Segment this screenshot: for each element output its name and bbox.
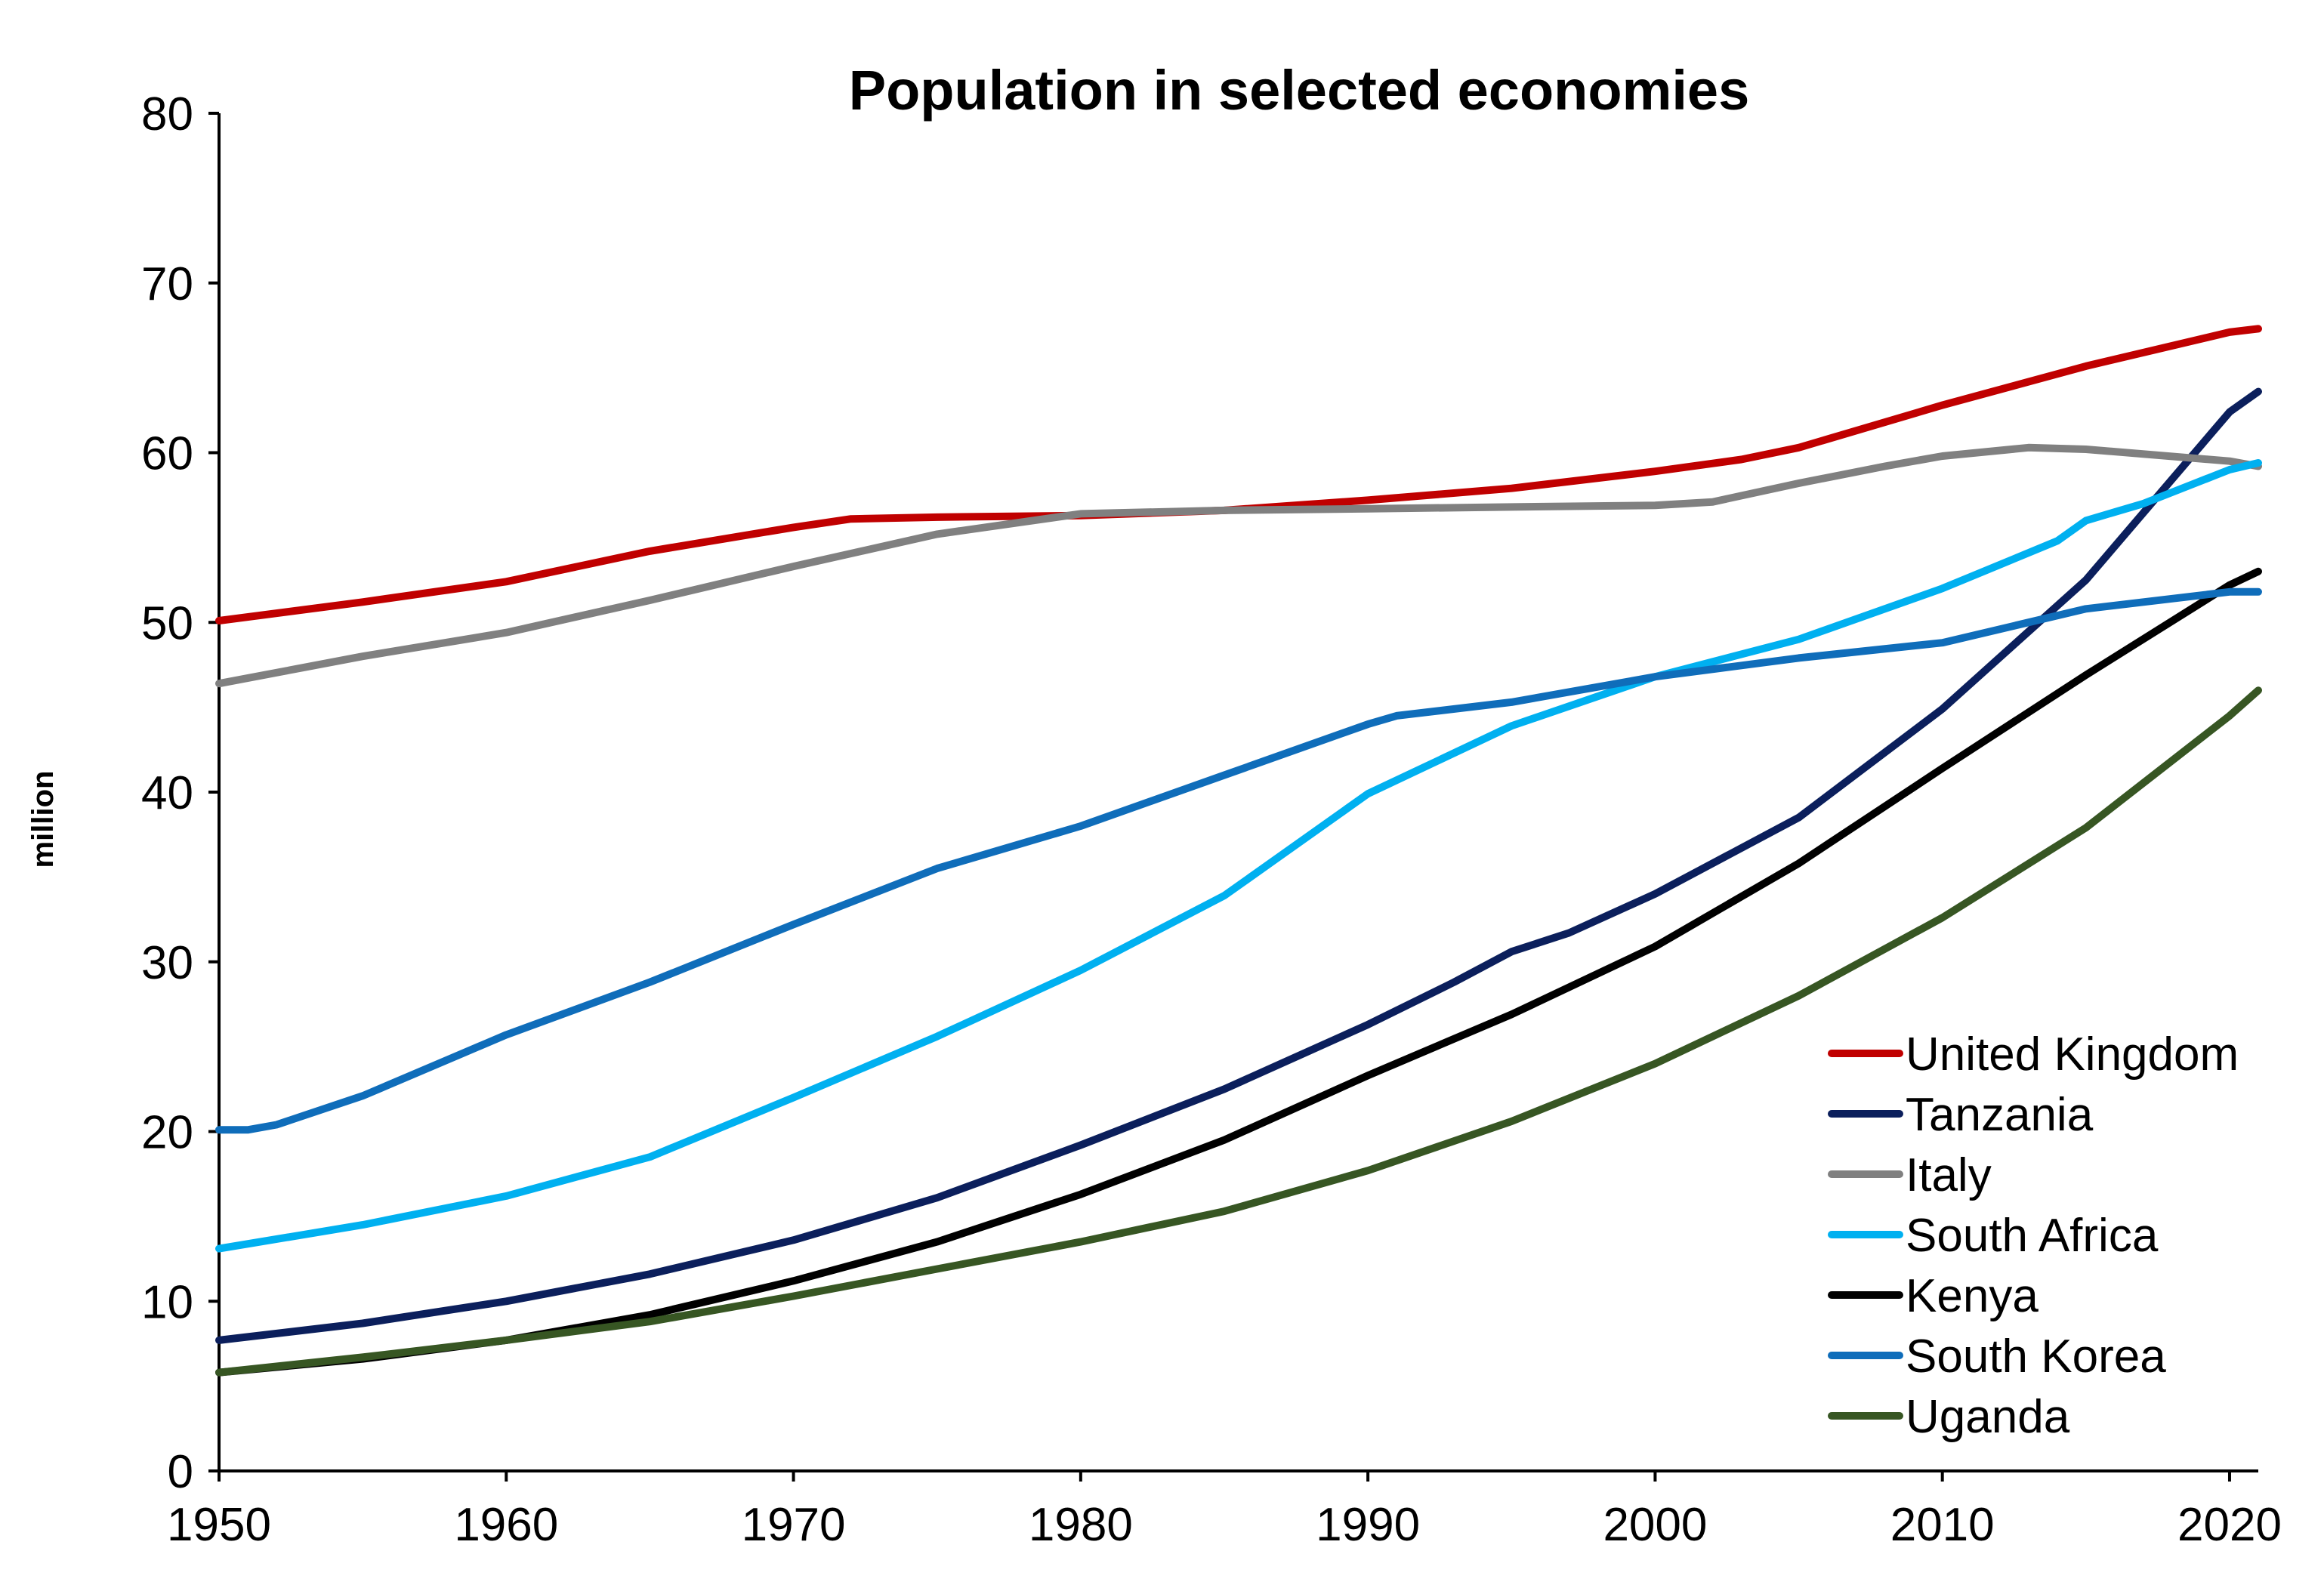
y-tick-label: 0 [168,1446,193,1498]
x-tick-label: 2000 [1603,1499,1707,1551]
y-axis-label: million [26,771,60,868]
x-tick-label: 1950 [167,1499,271,1551]
legend-label-united-kingdom: United Kingdom [1906,1028,2239,1081]
y-tick-label: 60 [141,428,193,480]
y-tick-label: 50 [141,597,193,649]
x-tick-label: 1960 [454,1499,558,1551]
chart-title: Population in selected economies [849,59,1750,122]
y-tick-label: 70 [141,258,193,310]
x-tick-label: 1980 [1029,1499,1133,1551]
x-tick-label: 1970 [742,1499,846,1551]
axes: 0 10 20 30 40 50 60 70 80 1950 1960 1970 1980 1990 200… [141,88,2282,1551]
y-tick-label: 40 [141,767,193,819]
legend-label-uganda: Uganda [1906,1391,2070,1443]
series-layer [215,325,2262,1377]
legend-label-tanzania: Tanzania [1906,1089,2094,1141]
legend-label-italy: Italy [1906,1149,1992,1201]
x-tick-label: 2010 [1890,1499,1995,1551]
x-tick-label: 1990 [1316,1499,1420,1551]
y-tick-label: 10 [141,1276,193,1328]
y-tick-label: 30 [141,937,193,989]
legend: United Kingdom Tanzania Italy South Africa K… [1828,1028,2239,1443]
legend-label-south-korea: South Korea [1906,1331,2166,1383]
series-line-south-africa [215,459,2262,1253]
legend-label-south-africa: South Africa [1906,1210,2159,1262]
legend-label-kenya: Kenya [1906,1270,2039,1322]
series-line-south-korea [215,587,2262,1134]
y-tick-label: 20 [141,1107,193,1159]
series-line-italy [215,443,2262,688]
series-line-uganda [215,686,2262,1377]
y-tick-label: 80 [141,88,193,140]
series-line-tanzania [215,387,2262,1344]
series-line-united-kingdom [215,325,2262,624]
x-tick-label: 2020 [2177,1499,2282,1551]
